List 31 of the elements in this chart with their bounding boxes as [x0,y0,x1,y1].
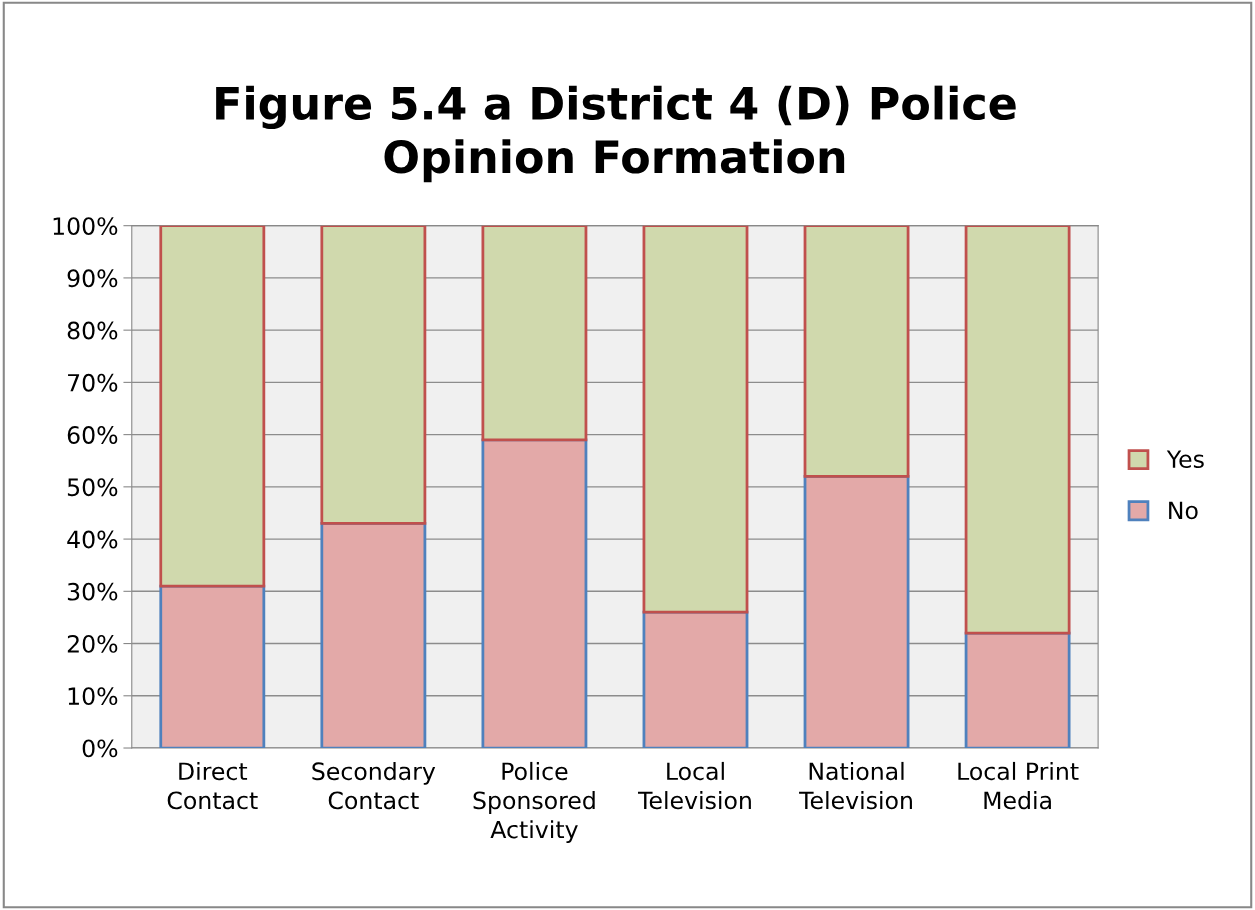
y-tick-label: 90% [67,269,118,288]
x-tick-label: Secondary Contact [312,761,436,810]
y-tick-label: 40% [67,530,118,549]
y-tick-label: 60% [67,426,118,444]
bar [159,584,266,749]
bar [964,631,1071,749]
y-tick-label: 30% [67,582,118,601]
legend-label: Yes [1166,450,1204,469]
chart-title: Figure 5.4 a District 4 (D) Police Opinion Formation [216,85,1016,183]
x-tick-label: Local Print Media [958,761,1079,810]
bar [481,225,588,442]
y-tick-label: 70% [68,373,118,392]
y-tick-label: 0% [82,739,118,758]
x-tick-label: National Television [799,761,912,810]
legend-label: No [1169,501,1198,520]
y-tick-label: 10% [68,687,118,706]
bar [803,225,910,478]
y-tick-label: 100% [53,217,118,235]
bar [320,225,427,525]
y-tick-label: 80% [67,321,118,340]
x-tick-label: Police Sponsored Activity [473,761,595,844]
bar [320,522,427,749]
bar [803,475,910,749]
bar [159,225,266,588]
bar [642,225,749,614]
y-tick-label: 50% [67,478,118,497]
x-tick-label: Direct Contact [167,761,258,810]
bar [964,225,1071,635]
x-tick-label: Local Television [638,761,751,810]
y-tick-label: 20% [67,635,118,653]
bar [481,438,588,749]
